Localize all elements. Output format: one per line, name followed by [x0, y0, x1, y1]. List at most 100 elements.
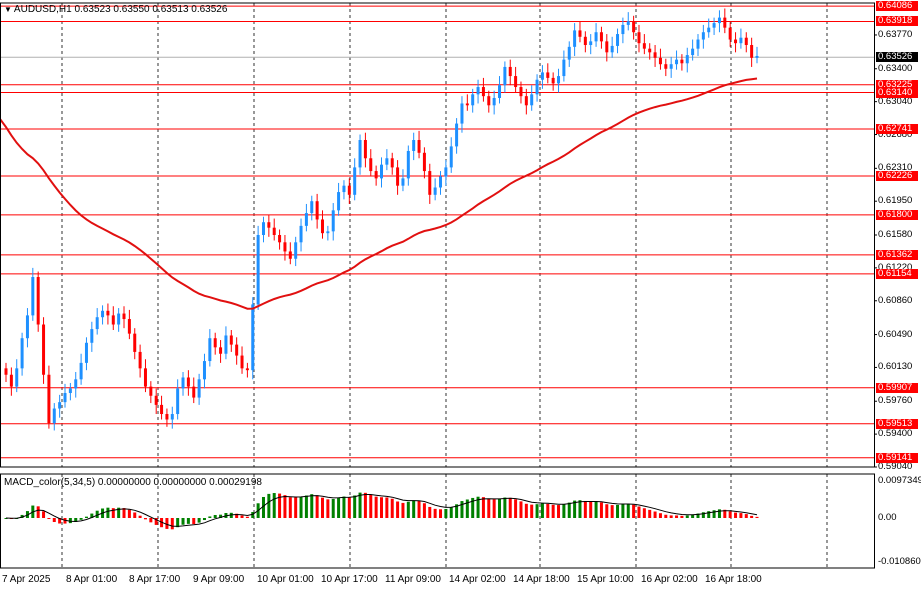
bull-candle — [353, 167, 357, 195]
bull-candle — [31, 277, 35, 316]
bull-candle — [84, 342, 88, 363]
macd-bar — [288, 497, 292, 518]
time-axis-label: 11 Apr 09:00 — [385, 574, 441, 585]
macd-bar — [380, 497, 383, 518]
price-level-tag: 0.62741 — [876, 123, 918, 134]
macd-bar — [717, 509, 721, 518]
bull-candle — [52, 408, 56, 424]
horizontal-price-levels[interactable] — [0, 5, 874, 459]
macd-bar — [165, 518, 169, 529]
bear-candle — [648, 48, 652, 53]
macd-bar — [642, 508, 646, 518]
bull-candle — [358, 140, 362, 168]
price-level-tag: 0.64086 — [876, 1, 918, 12]
macd-bar — [712, 510, 716, 518]
chart-grid — [61, 3, 877, 568]
price-level-tag: 0.61362 — [876, 249, 918, 260]
bull-candle — [739, 37, 743, 44]
macd-bar — [106, 507, 110, 518]
bear-candle — [728, 27, 732, 40]
current-price-tag: 0.63526 — [876, 52, 918, 63]
bull-candle — [79, 362, 83, 380]
bull-candle — [712, 23, 716, 28]
collapse-arrow-icon[interactable]: ▼ — [4, 5, 12, 14]
macd-bar — [315, 495, 319, 518]
macd-bar — [52, 518, 56, 523]
time-axis-label: 14 Apr 18:00 — [513, 574, 570, 585]
macd-bar — [594, 501, 598, 518]
bear-candle — [487, 96, 491, 106]
bear-candle — [524, 96, 528, 106]
macd-bar — [95, 510, 99, 518]
macd-bar — [433, 508, 437, 518]
price-axis-label: 0.63770 — [878, 28, 913, 40]
bull-candle — [460, 103, 464, 124]
macd-bar — [235, 513, 239, 518]
macd-bar — [530, 504, 534, 518]
bear-candle — [642, 43, 646, 49]
symbol-timeframe: AUDUSD,H1 — [13, 4, 72, 15]
symbol-header: ▼ AUDUSD,H1 0.63523 0.63550 0.63513 0.635… — [4, 4, 227, 15]
macd-bar — [605, 504, 609, 518]
macd-bar — [58, 518, 62, 524]
bull-candle — [691, 48, 695, 56]
macd-axis-label: 0.00 — [878, 512, 897, 523]
bear-candle — [186, 377, 190, 387]
macd-bar — [691, 514, 695, 518]
bear-candle — [240, 355, 244, 369]
macd-bar — [363, 492, 367, 518]
macd-bar — [508, 497, 512, 518]
macd-bar — [412, 500, 416, 518]
time-axis-label: 15 Apr 10:00 — [577, 574, 634, 585]
macd-bar — [540, 503, 544, 518]
macd-bar — [84, 516, 88, 518]
bear-candle — [744, 37, 748, 46]
time-axis-label: 16 Apr 18:00 — [705, 574, 762, 585]
bull-candle — [444, 167, 448, 177]
price-axis-label: 0.63040 — [878, 95, 913, 107]
macd-bar — [750, 515, 754, 518]
macd-bar — [476, 496, 480, 518]
bull-candle — [224, 335, 228, 354]
bull-candle — [471, 94, 475, 106]
macd-bar — [546, 503, 550, 518]
bull-candle — [406, 150, 410, 179]
macd-bar — [278, 493, 282, 518]
price-level-tag: 0.63918 — [876, 16, 918, 27]
price-axis-label: 0.60130 — [878, 361, 913, 373]
bear-candle — [36, 277, 40, 325]
bull-candle — [562, 59, 566, 77]
price-axis-label: 0.63400 — [878, 62, 913, 74]
macd-bar — [685, 515, 689, 518]
macd-bar — [127, 509, 131, 518]
macd-bar — [455, 504, 459, 518]
bull-candle — [594, 32, 598, 42]
bull-candle — [557, 76, 561, 84]
bull-candle — [304, 213, 308, 226]
price-axis-label: 0.59040 — [878, 461, 913, 472]
bear-candle — [192, 386, 196, 398]
price-level-tag: 0.59141 — [876, 452, 918, 463]
macd-bar — [251, 512, 255, 518]
macd-bar — [422, 503, 426, 518]
macd-bar — [267, 493, 271, 518]
macd-bar — [626, 503, 630, 518]
bull-candle — [498, 85, 502, 98]
macd-bar — [111, 508, 115, 518]
bull-candle — [176, 388, 180, 415]
macd-bar — [122, 508, 126, 518]
macd-bar — [74, 518, 78, 522]
bear-candle — [481, 87, 485, 97]
bull-candle — [492, 97, 496, 106]
time-axis-label: 9 Apr 09:00 — [193, 574, 245, 585]
bull-candle — [530, 94, 534, 106]
macd-bar — [68, 518, 72, 524]
macd-bar — [621, 504, 625, 518]
bear-candle — [267, 222, 271, 228]
macd-bar — [632, 504, 636, 518]
macd-bar — [734, 512, 738, 518]
bear-candle — [42, 324, 46, 375]
macd-bar — [374, 496, 378, 518]
macd-axis-label: 0.0097349 — [878, 475, 921, 486]
